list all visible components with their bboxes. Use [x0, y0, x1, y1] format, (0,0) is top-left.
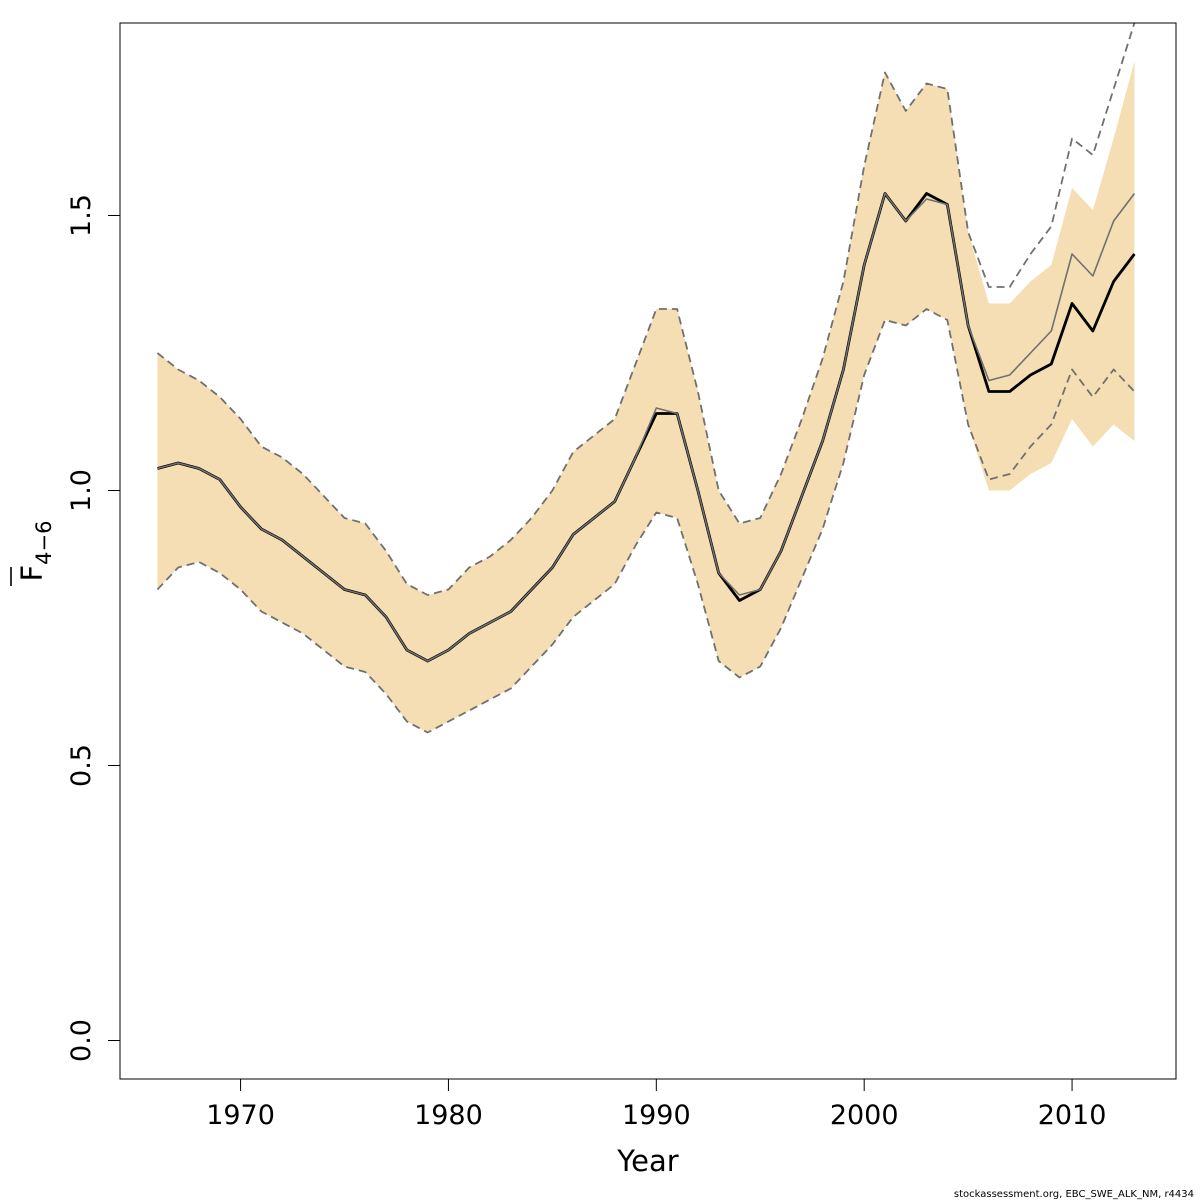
previous-ci-lower-line: [156, 308, 1136, 734]
x-axis: 1970 1980 1990 2000 2010: [206, 1078, 1107, 1131]
y-tick-label: 1.0: [66, 469, 97, 512]
x-tick-label: 1990: [622, 1100, 691, 1131]
x-tick-label: 1980: [414, 1100, 483, 1131]
y-axis-title-subscript: 4−6: [32, 520, 56, 564]
series-lines-layer: [156, 23, 1136, 734]
x-tick-label: 1970: [206, 1100, 275, 1131]
footer-credit: stockassessment.org, EBC_SWE_ALK_NM, r44…: [954, 1189, 1194, 1200]
y-tick-label: 0.5: [66, 744, 97, 787]
y-tick-label: 0.0: [66, 1019, 97, 1062]
y-axis: 0.0 0.5 1.0 1.5: [66, 194, 121, 1062]
y-axis-title-base: F: [15, 565, 49, 582]
x-axis-title: Year: [616, 1144, 678, 1178]
y-axis-title: F4−6: [10, 520, 56, 586]
previous-ci-upper-line: [156, 23, 1136, 596]
confidence-band-layer: [157, 61, 1135, 733]
previous-estimate-line: [157, 192, 1136, 662]
x-tick-label: 2010: [1038, 1100, 1107, 1131]
confidence-band: [157, 61, 1135, 733]
svg-text:F4−6: F4−6: [15, 520, 56, 581]
x-tick-label: 2000: [830, 1100, 899, 1131]
y-tick-label: 1.5: [66, 194, 97, 237]
